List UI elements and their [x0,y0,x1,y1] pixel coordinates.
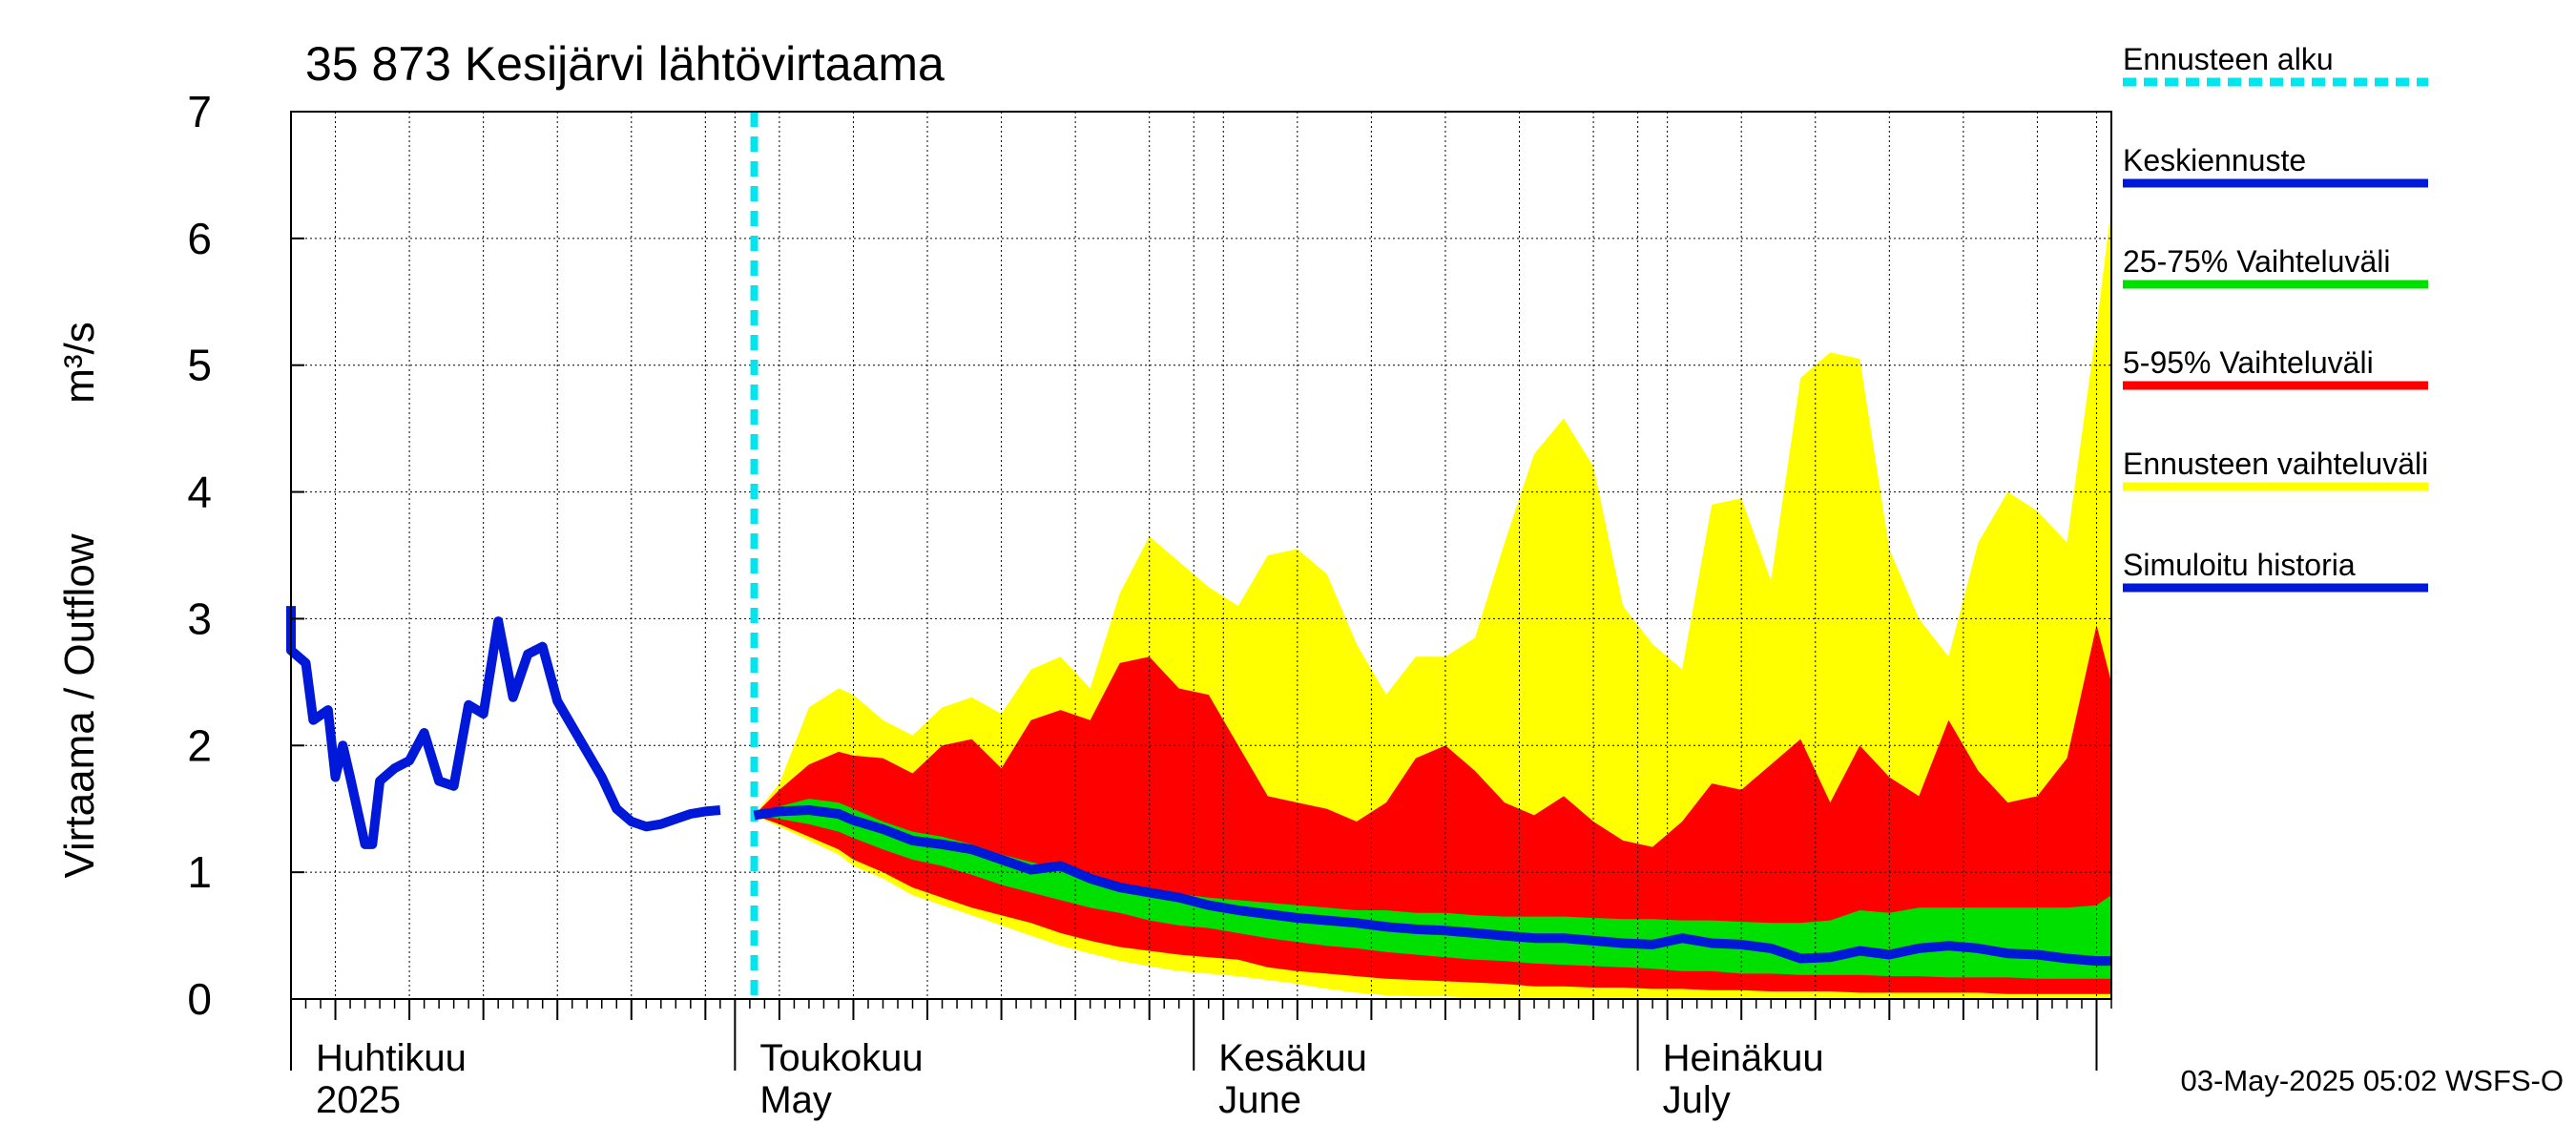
month-label-secondary: May [759,1079,832,1121]
y-tick-label: 1 [187,847,212,897]
grid-lines [291,112,2111,999]
month-label-secondary: 2025 [316,1079,401,1121]
simulated-history-line [286,606,721,849]
y-tick-label: 0 [187,974,212,1024]
y-tick-label: 2 [187,720,212,770]
y-tick-label: 5 [187,341,212,390]
month-label: Huhtikuu [316,1037,467,1079]
forecast-bands [754,206,2111,1000]
footer-timestamp: 03-May-2025 05:02 WSFS-O [2181,1064,2564,1097]
y-tick-label: 4 [187,468,212,517]
y-axis-label: Virtaama / Outflow [56,533,103,878]
band-25-75 [754,799,2111,979]
y-tick-label: 3 [187,593,212,643]
month-label: Kesäkuu [1218,1037,1367,1079]
y-axis-unit: m³/s [56,322,103,404]
legend-label: 25-75% Vaihteluväli [2123,244,2390,279]
legend-label: Ennusteen alku [2123,42,2334,76]
legend-label: Keskiennuste [2123,143,2306,177]
legend-label: 5-95% Vaihteluväli [2123,345,2374,380]
legend: Ennusteen alku Keskiennuste 25-75% Vaihtel… [2123,42,2428,593]
month-label-secondary: June [1218,1079,1301,1121]
median-forecast-line [753,805,2111,967]
month-label: Heinäkuu [1663,1037,1824,1079]
plot-frame [290,111,2112,1000]
axes: 01234567Huhtikuu2025ToukokuuMayKesäkuuJu… [187,87,2112,1121]
flow-lines [286,112,2111,999]
legend-label: Simuloitu historia [2123,548,2356,582]
month-label: Toukokuu [759,1037,923,1079]
y-tick-label: 7 [187,87,212,136]
chart-title: 35 873 Kesijärvi lähtövirtaama [305,37,945,91]
month-label-secondary: July [1663,1079,1731,1121]
legend-label: Ennusteen vaihteluväli [2123,447,2428,481]
y-tick-label: 6 [187,214,212,263]
